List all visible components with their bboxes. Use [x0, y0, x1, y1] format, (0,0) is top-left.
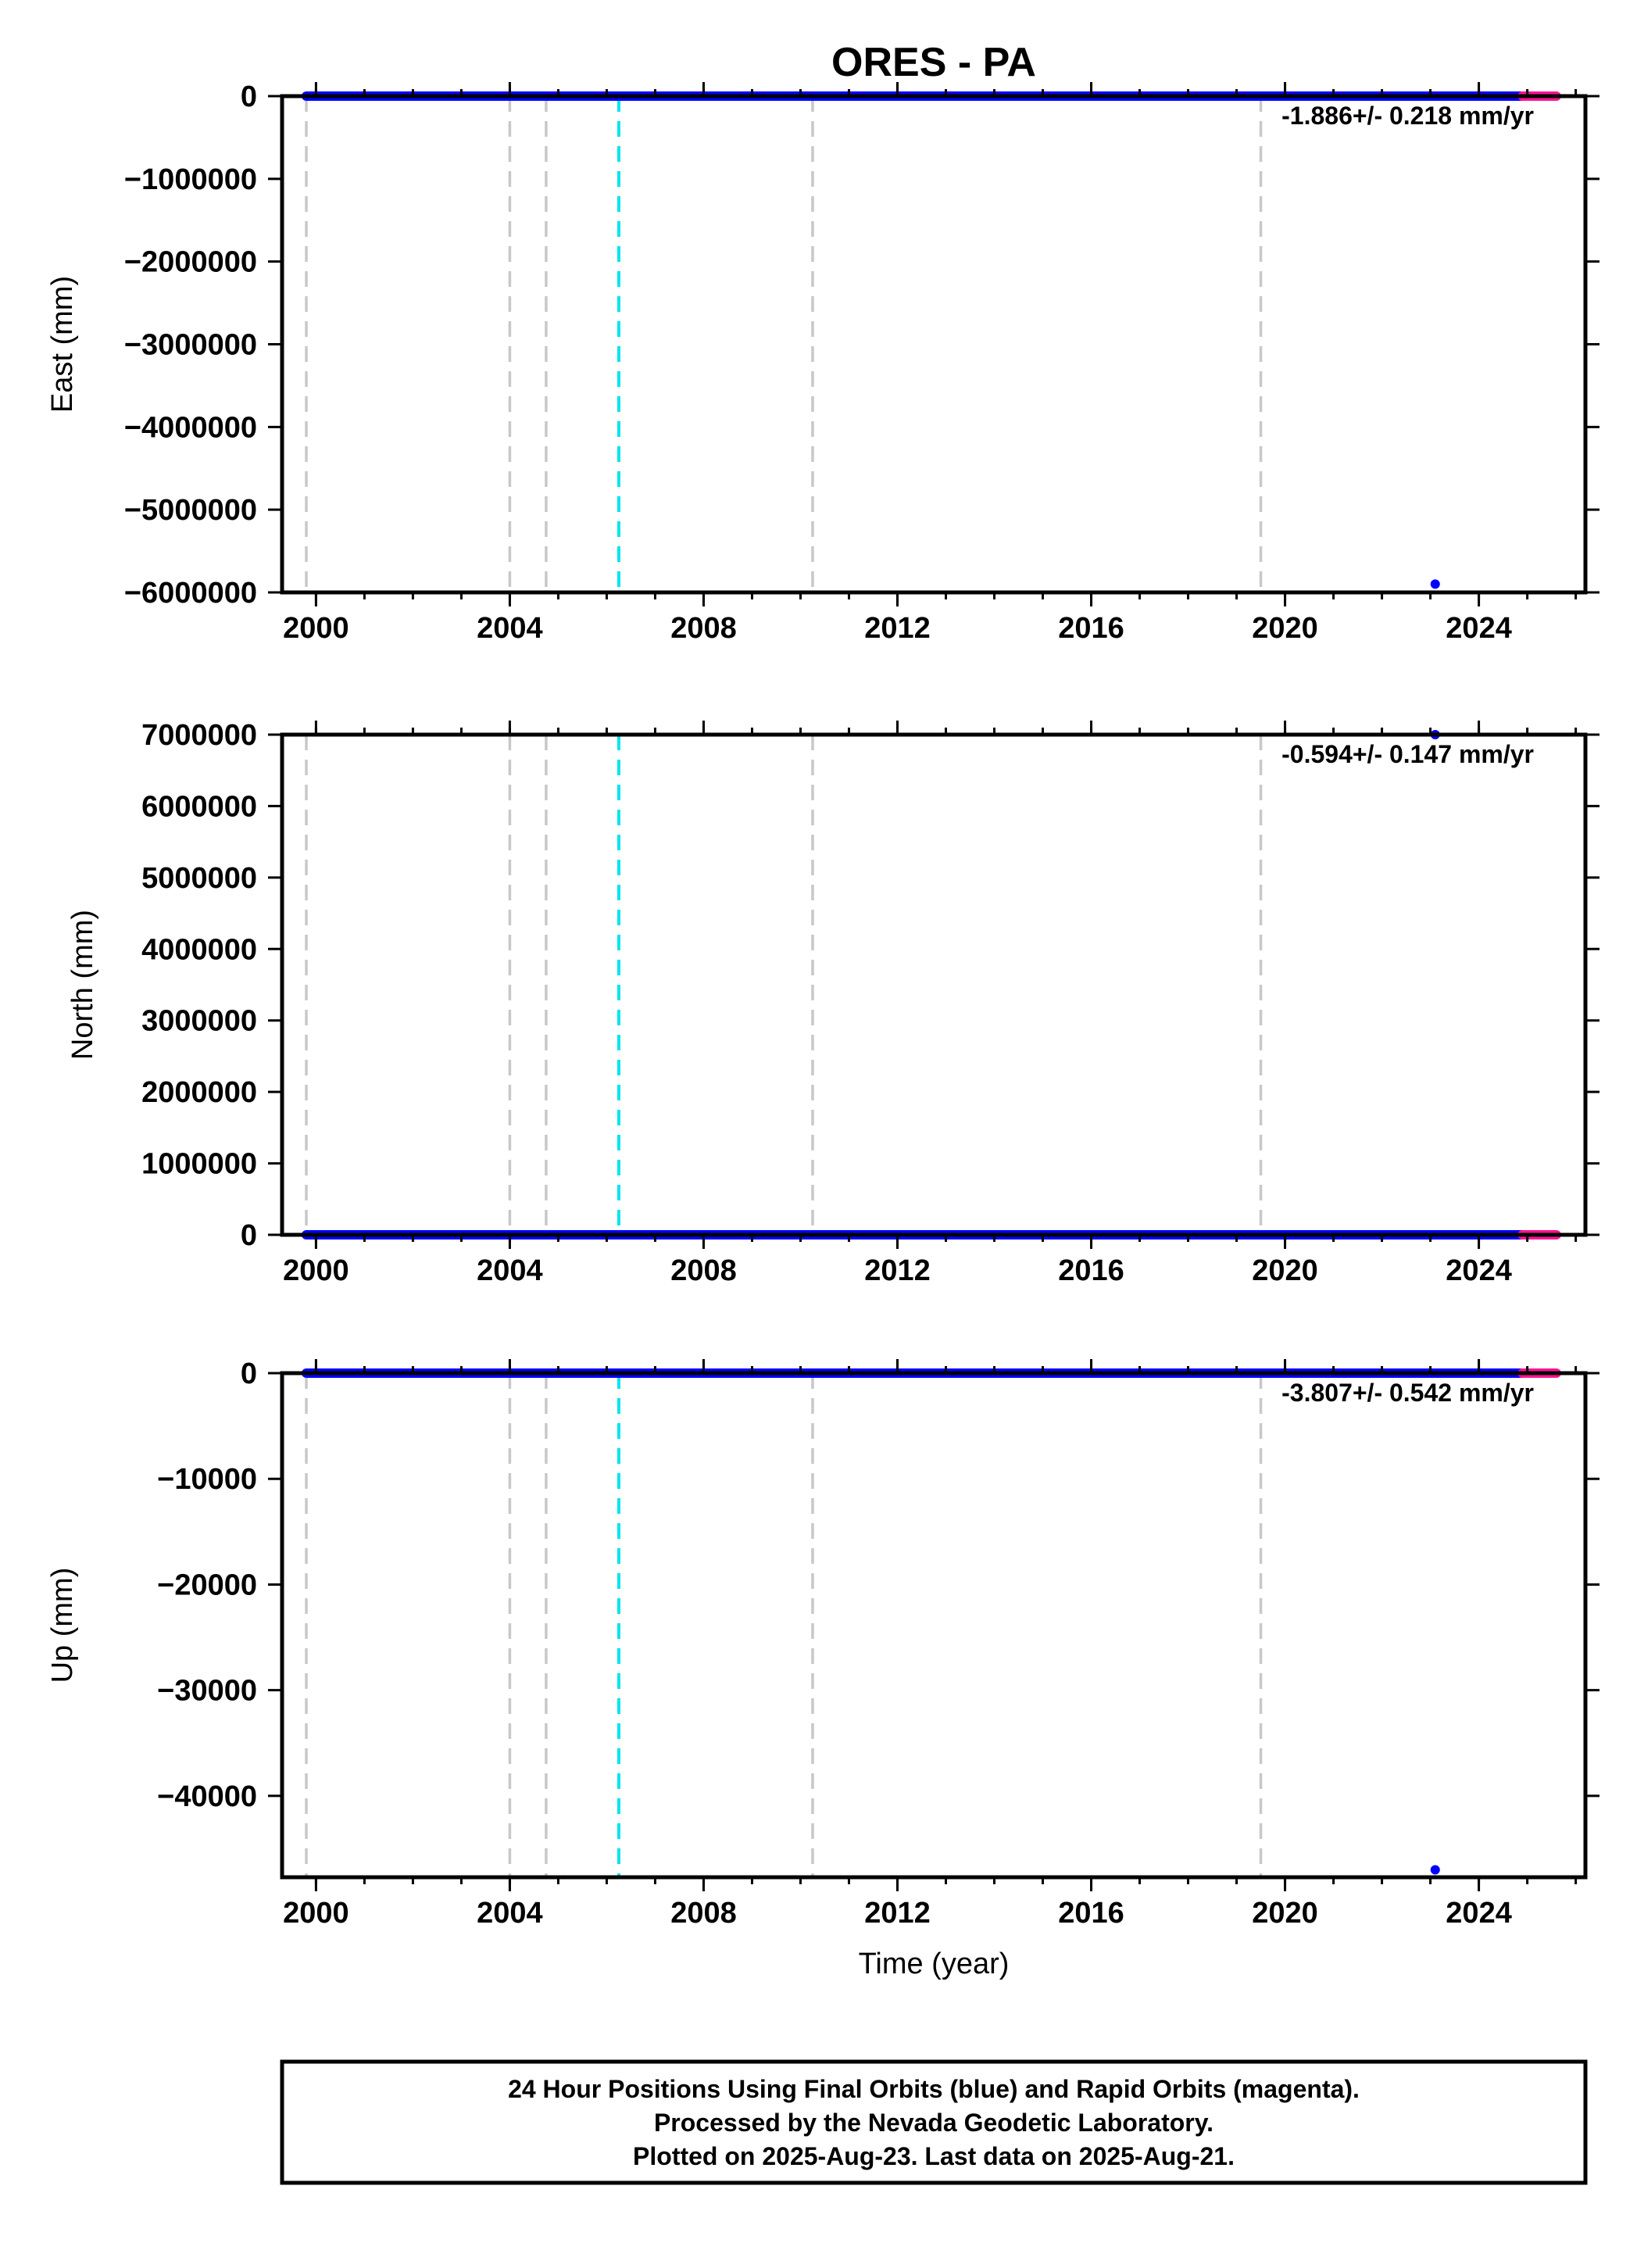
- caption-line-1: 24 Hour Positions Using Final Orbits (bl…: [508, 2075, 1360, 2103]
- x-tick-label: 2004: [477, 612, 543, 645]
- y-tick-label: −3000000: [124, 329, 257, 362]
- y-axis-title-up: Up (mm): [46, 1568, 79, 1683]
- x-tick-label: 2004: [477, 1254, 543, 1287]
- rate-annotation-east: -1.886+/- 0.218 mm/yr: [1281, 102, 1534, 130]
- y-tick-label: −40000: [157, 1780, 257, 1813]
- x-tick-label: 2016: [1058, 612, 1124, 645]
- x-tick-label: 2024: [1446, 612, 1512, 645]
- rate-annotation-up: -3.807+/- 0.542 mm/yr: [1281, 1379, 1534, 1407]
- plot-frame-north: [280, 732, 1588, 1237]
- y-tick-label: −1000000: [124, 163, 257, 196]
- x-tick-label: 2024: [1446, 1897, 1512, 1930]
- y-tick-label: 6000000: [141, 790, 257, 823]
- x-tick-label: 2012: [864, 1897, 931, 1930]
- chart-title: ORES - PA: [831, 40, 1036, 85]
- x-axis-title: Time (year): [859, 1948, 1010, 1980]
- caption-line-2: Processed by the Nevada Geodetic Laborat…: [654, 2109, 1213, 2137]
- y-axis-title-north: North (mm): [66, 910, 99, 1060]
- x-tick-label: 2000: [283, 1897, 349, 1930]
- rate-annotation-north: -0.594+/- 0.147 mm/yr: [1281, 740, 1534, 768]
- x-tick-label: 2000: [283, 1254, 349, 1287]
- x-tick-label: 2008: [670, 1254, 737, 1287]
- y-tick-label: −4000000: [124, 411, 257, 444]
- y-tick-label: −5000000: [124, 494, 257, 527]
- x-tick-label: 2008: [670, 1897, 737, 1930]
- x-tick-label: 2024: [1446, 1254, 1512, 1287]
- panel-north: 2000 2004 2008 2012 2016 2020 2024 7000000 60000…: [66, 719, 1599, 1287]
- y-tick-label: 3000000: [141, 1005, 257, 1038]
- x-tick-label: 2016: [1058, 1897, 1124, 1930]
- x-tick-label: 2004: [477, 1897, 543, 1930]
- caption-box: 24 Hour Positions Using Final Orbits (bl…: [280, 2059, 1588, 2185]
- y-tick-label: 5000000: [141, 862, 257, 895]
- plot-frame-up: [280, 1371, 1588, 1880]
- panel-up: 2000 2004 2008 2012 2016 2020 2024 0 −10000 −2000…: [46, 1358, 1599, 1980]
- caption-line-3: Plotted on 2025-Aug-23. Last data on 202…: [633, 2142, 1235, 2170]
- y-tick-label: 0: [241, 1219, 257, 1252]
- y-tick-label: 0: [241, 1358, 257, 1390]
- y-tick-label: −10000: [157, 1463, 257, 1496]
- x-tick-label: 2008: [670, 612, 737, 645]
- y-tick-label: 0: [241, 80, 257, 113]
- y-tick-label: −2000000: [124, 246, 257, 279]
- x-tick-label: 2020: [1252, 612, 1318, 645]
- x-tick-label: 2000: [283, 612, 349, 645]
- x-tick-label: 2020: [1252, 1254, 1318, 1287]
- panel-east: 2000 2004 2008 2012 2016 2020 2024 0 −1000000 −20…: [46, 40, 1599, 645]
- y-tick-label: −20000: [157, 1569, 257, 1601]
- y-axis-title-east: East (mm): [46, 276, 79, 413]
- x-tick-label: 2016: [1058, 1254, 1124, 1287]
- y-tick-label: −6000000: [124, 577, 257, 610]
- y-tick-label: −30000: [157, 1675, 257, 1708]
- y-tick-label: 7000000: [141, 719, 257, 752]
- y-tick-label: 4000000: [141, 933, 257, 966]
- x-tick-label: 2012: [864, 1254, 931, 1287]
- outlier-point-up-0: [1430, 1865, 1440, 1875]
- x-tick-label: 2012: [864, 612, 931, 645]
- outlier-point-east-0: [1430, 579, 1440, 589]
- x-tick-label: 2020: [1252, 1897, 1318, 1930]
- y-tick-label: 2000000: [141, 1076, 257, 1109]
- y-tick-label: 1000000: [141, 1148, 257, 1181]
